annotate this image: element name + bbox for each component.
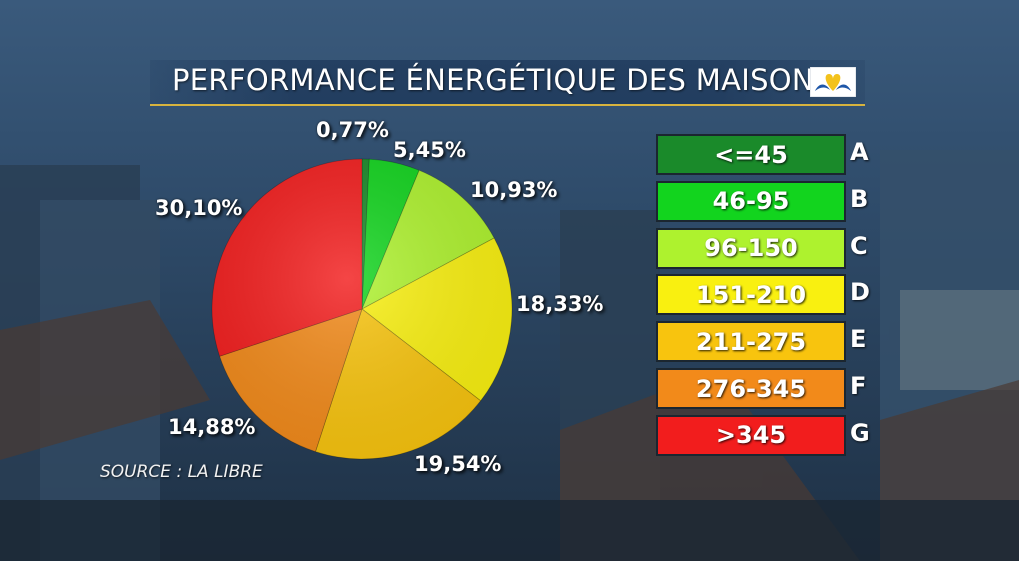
legend-class-letter: D bbox=[850, 278, 870, 307]
legend-row-c: 96-150 C bbox=[656, 227, 881, 272]
legend-range: >345 bbox=[656, 414, 846, 456]
legend-range: 46-95 bbox=[656, 180, 846, 222]
slice-label-g: 30,10% bbox=[155, 196, 243, 220]
legend-row-g: >345 G bbox=[656, 414, 881, 459]
legend-class-letter: F bbox=[850, 372, 867, 400]
legend-class-letter: C bbox=[850, 231, 868, 260]
legend-row-b: 46-95 B bbox=[656, 180, 881, 225]
legend-range: 151-210 bbox=[656, 274, 846, 316]
slice-label-e: 19,54% bbox=[414, 452, 502, 476]
slice-label-d: 18,33% bbox=[516, 292, 604, 316]
legend-range: 211-275 bbox=[656, 321, 846, 363]
slice-label-c: 10,93% bbox=[470, 178, 558, 202]
legend-range: 276-345 bbox=[656, 368, 846, 409]
slice-label-a: 0,77% bbox=[316, 118, 389, 142]
slice-label-b: 5,45% bbox=[393, 138, 466, 162]
legend-class-letter: G bbox=[850, 418, 870, 447]
legend-row-f: 276-345 F bbox=[656, 368, 881, 412]
legend-row-a: <=45 A bbox=[656, 134, 881, 178]
legend-row-d: 151-210 D bbox=[656, 274, 881, 318]
source-note: SOURCE : LA LIBRE bbox=[100, 462, 263, 482]
legend-class-letter: B bbox=[850, 184, 869, 213]
legend-range: 96-150 bbox=[656, 227, 846, 269]
chart-title: PERFORMANCE ÉNERGÉTIQUE DES MAISONS bbox=[172, 63, 833, 97]
legend-range: <=45 bbox=[656, 134, 846, 175]
title-banner bbox=[150, 60, 865, 106]
legend-class-letter: A bbox=[850, 138, 869, 166]
legend-class-letter: E bbox=[850, 325, 867, 354]
brussels-iris-logo bbox=[810, 67, 856, 97]
slice-label-f: 14,88% bbox=[168, 415, 256, 439]
legend-row-e: 211-275 E bbox=[656, 321, 881, 365]
